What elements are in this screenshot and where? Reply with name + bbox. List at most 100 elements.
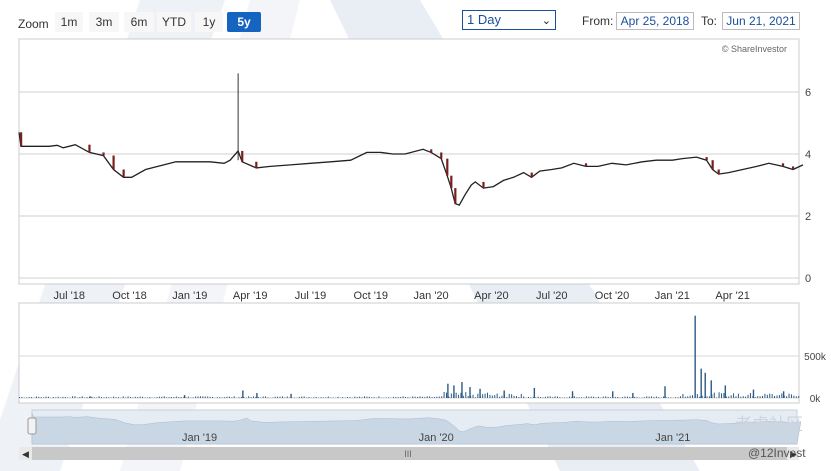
zoom-1y-button[interactable]: 1y xyxy=(195,12,223,32)
volume-bar xyxy=(228,396,230,398)
volume-bar xyxy=(199,396,201,398)
volume-bar xyxy=(503,390,505,398)
volume-bar xyxy=(125,397,127,398)
volume-bar xyxy=(45,396,47,398)
zoom-3m-button[interactable]: 3m xyxy=(89,12,119,32)
volume-bar xyxy=(757,396,759,398)
volume-bar xyxy=(183,395,186,398)
x-tick-label: Jul '20 xyxy=(536,290,567,302)
scroll-left-arrow-icon[interactable]: ◀ xyxy=(22,449,29,459)
volume-bar xyxy=(556,396,558,398)
volume-bar xyxy=(255,396,257,398)
volume-bar xyxy=(315,397,317,398)
volume-bar xyxy=(735,396,737,398)
volume-bar xyxy=(356,397,358,398)
down-candle xyxy=(705,157,708,161)
volume-bar xyxy=(597,396,599,398)
volume-bar xyxy=(684,396,686,398)
volume-bar xyxy=(115,397,117,398)
volume-bar xyxy=(163,396,165,398)
volume-bar xyxy=(265,396,267,398)
down-candle xyxy=(241,150,244,162)
zoom-1m-button[interactable]: 1m xyxy=(55,12,83,32)
scrollbar-thumb[interactable] xyxy=(32,447,787,460)
volume-bar xyxy=(721,393,722,398)
x-tick-label: Jan '21 xyxy=(655,290,690,302)
volume-bar xyxy=(250,397,252,398)
volume-bar xyxy=(515,396,517,398)
scroll-grip[interactable]: III xyxy=(404,449,412,459)
volume-bar xyxy=(441,396,443,398)
volume-bar xyxy=(537,396,539,398)
volume-bar xyxy=(472,394,474,398)
volume-bar xyxy=(687,396,689,398)
volume-bar xyxy=(622,397,624,398)
zoom-5y-button[interactable]: 5y xyxy=(227,12,261,32)
volume-bar xyxy=(467,395,469,398)
volume-bar xyxy=(718,392,720,398)
volume-bar xyxy=(156,397,158,398)
price-tick-label: 4 xyxy=(805,149,811,161)
volume-bar xyxy=(445,392,447,398)
volume-bar xyxy=(325,397,327,398)
volume-bar xyxy=(759,396,761,398)
volume-bar xyxy=(573,396,575,398)
x-tick-label: Oct '20 xyxy=(595,290,630,302)
volume-bar xyxy=(392,396,394,398)
volume-bar xyxy=(776,395,778,398)
volume-bar xyxy=(211,396,213,398)
volume-bar xyxy=(769,393,771,398)
volume-bar xyxy=(491,395,493,398)
volume-bar xyxy=(204,396,206,398)
volume-bar xyxy=(793,395,795,398)
volume-bar xyxy=(774,395,776,398)
volume-bar xyxy=(320,397,322,398)
zoom-6m-button[interactable]: 6m xyxy=(124,12,154,32)
x-tick-label: Oct '19 xyxy=(354,290,389,302)
volume-bar xyxy=(694,315,696,398)
volume-bar xyxy=(708,396,710,398)
volume-bar xyxy=(257,397,259,398)
volume-bar xyxy=(366,396,368,398)
volume-bar xyxy=(101,397,103,398)
volume-bar xyxy=(605,396,607,398)
volume-bar xyxy=(327,396,329,398)
volume-bar xyxy=(127,396,129,398)
scroll-right-arrow-icon[interactable]: ▶ xyxy=(790,449,797,459)
volume-bar xyxy=(696,394,698,398)
volume-bar xyxy=(89,396,91,398)
volume-bar xyxy=(395,397,397,398)
volume-bar xyxy=(795,396,797,398)
from-date-input[interactable]: Apr 25, 2018 xyxy=(616,12,694,30)
volume-bar xyxy=(426,396,428,398)
volume-bar xyxy=(242,390,244,398)
navigator-left-handle[interactable] xyxy=(27,417,37,435)
volume-bar xyxy=(38,396,40,398)
volume-bar xyxy=(79,397,81,398)
volume-bar xyxy=(170,396,172,398)
volume-bar xyxy=(262,396,264,398)
volume-bar xyxy=(417,396,419,398)
volume-bar xyxy=(477,393,479,398)
volume-bar xyxy=(778,395,780,398)
volume-bar xyxy=(26,397,28,398)
volume-bar xyxy=(404,396,406,398)
volume-bar xyxy=(667,397,669,398)
interval-select[interactable]: 1 Day ⌄ xyxy=(462,10,556,30)
volume-bar xyxy=(461,382,463,398)
volume-bar xyxy=(499,396,501,398)
volume-bar xyxy=(117,397,119,398)
volume-bar xyxy=(653,397,655,398)
volume-bar xyxy=(185,397,187,398)
zoom-ytd-button[interactable]: YTD xyxy=(157,12,191,32)
volume-bar xyxy=(132,397,134,398)
volume-bar xyxy=(544,396,546,398)
volume-bar xyxy=(267,397,269,398)
volume-bar xyxy=(178,397,180,398)
volume-bar xyxy=(402,396,404,398)
x-tick-label: Apr '19 xyxy=(233,290,268,302)
x-tick-label: Apr '20 xyxy=(474,290,509,302)
to-date-input[interactable]: Jun 21, 2021 xyxy=(722,12,800,30)
volume-bar xyxy=(52,396,54,398)
down-candle xyxy=(112,155,115,170)
